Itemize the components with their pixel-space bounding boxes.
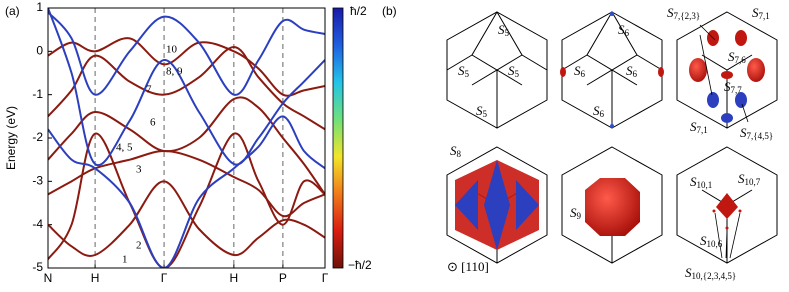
labels: S5 S5 S5 S5 S6 S6 S6 S6 S7,{2,3} S7,1 S7… bbox=[447, 5, 773, 281]
surface-label: S9 bbox=[570, 205, 582, 221]
surface-label: S5 bbox=[458, 63, 470, 79]
pocket bbox=[735, 30, 747, 46]
fermi-surface-panels: S5 S5 S5 S5 S6 S6 S6 S6 S7,{2,3} S7,1 S7… bbox=[446, 5, 778, 281]
pocket bbox=[610, 12, 614, 16]
y-tick-label: -2 bbox=[32, 130, 43, 144]
colorbar-label: −ħ/2 bbox=[348, 258, 372, 272]
panel-label: (b) bbox=[382, 4, 397, 18]
band bbox=[48, 11, 325, 96]
band bbox=[48, 180, 325, 257]
pocket bbox=[747, 58, 765, 82]
surface-label: S6 bbox=[618, 22, 630, 38]
y-tick-label: 1 bbox=[36, 0, 43, 14]
band-index: 7 bbox=[146, 84, 152, 96]
surface-label: S7,1 bbox=[690, 119, 708, 135]
surface-label: S7,1 bbox=[752, 5, 770, 21]
surface-label: S5 bbox=[476, 103, 488, 119]
pointer bbox=[699, 24, 749, 123]
panel-label: (a) bbox=[5, 4, 20, 18]
zone bbox=[446, 11, 548, 129]
plot-frame bbox=[47, 7, 326, 269]
surface-label: S8 bbox=[450, 143, 462, 159]
surface-label: S5 bbox=[508, 63, 520, 79]
surface-label: S7,7 bbox=[724, 79, 742, 95]
band bbox=[48, 8, 325, 167]
pocket bbox=[721, 113, 733, 123]
x-tick-label: Γ bbox=[161, 271, 168, 285]
x-tick-label: H bbox=[91, 271, 100, 285]
surface-label: S10,6 bbox=[700, 233, 723, 249]
pocket bbox=[738, 209, 742, 213]
y-tick-label: -4 bbox=[32, 217, 43, 231]
surface-label: S10,{2,3,4,5} bbox=[685, 265, 736, 281]
band-index: 3 bbox=[136, 164, 142, 176]
band-index: 1 bbox=[122, 254, 128, 266]
pocket bbox=[658, 67, 664, 77]
band bbox=[48, 96, 325, 195]
y-tick-label: -5 bbox=[32, 260, 43, 274]
pocket bbox=[560, 67, 566, 77]
pocket bbox=[716, 193, 738, 219]
band-index: 10 bbox=[166, 44, 178, 56]
pocket bbox=[735, 92, 747, 108]
surface-label: S6 bbox=[574, 63, 586, 79]
pocket bbox=[707, 92, 719, 108]
bands bbox=[48, 8, 325, 268]
colorbar-label: ħ/2 bbox=[350, 4, 367, 18]
pointer bbox=[714, 212, 741, 259]
pocket bbox=[610, 124, 614, 128]
surface-label: S6 bbox=[593, 103, 605, 119]
pocket bbox=[725, 226, 729, 230]
surface-label: S7,6 bbox=[728, 49, 746, 65]
view-direction: ⊙ [110] bbox=[447, 259, 489, 274]
band-index: 2 bbox=[136, 240, 142, 252]
y-tick-label: -1 bbox=[32, 87, 43, 101]
pocket bbox=[721, 71, 733, 79]
pocket bbox=[689, 58, 707, 82]
surface-label: S7,{2,3} bbox=[667, 5, 700, 21]
x-tick-label: P bbox=[279, 271, 287, 285]
fermi-surface-shapes bbox=[455, 12, 765, 259]
surface bbox=[585, 178, 640, 236]
x-tick-label: Γ bbox=[322, 271, 329, 285]
band-index: 8, 9 bbox=[166, 66, 183, 78]
surface-label: S5 bbox=[498, 22, 510, 38]
band bbox=[48, 45, 325, 131]
pocket bbox=[712, 209, 716, 213]
y-tick-label: 0 bbox=[36, 44, 43, 58]
surface-label: S6 bbox=[626, 63, 638, 79]
colorbar bbox=[332, 7, 344, 269]
surface-label: S10,1 bbox=[690, 174, 712, 190]
surface-label: S7,{4,5} bbox=[740, 125, 773, 141]
band bbox=[48, 149, 325, 218]
y-axis-label: Energy (eV) bbox=[4, 106, 18, 170]
band bbox=[48, 115, 325, 268]
y-tick-label: -3 bbox=[32, 174, 43, 188]
x-tick-label: N bbox=[44, 271, 53, 285]
band-index: 4, 5 bbox=[116, 142, 133, 154]
surface-label: S10,7 bbox=[738, 171, 761, 187]
band-index: 6 bbox=[150, 117, 156, 129]
surface bbox=[455, 160, 539, 250]
x-tick-label: H bbox=[230, 271, 239, 285]
